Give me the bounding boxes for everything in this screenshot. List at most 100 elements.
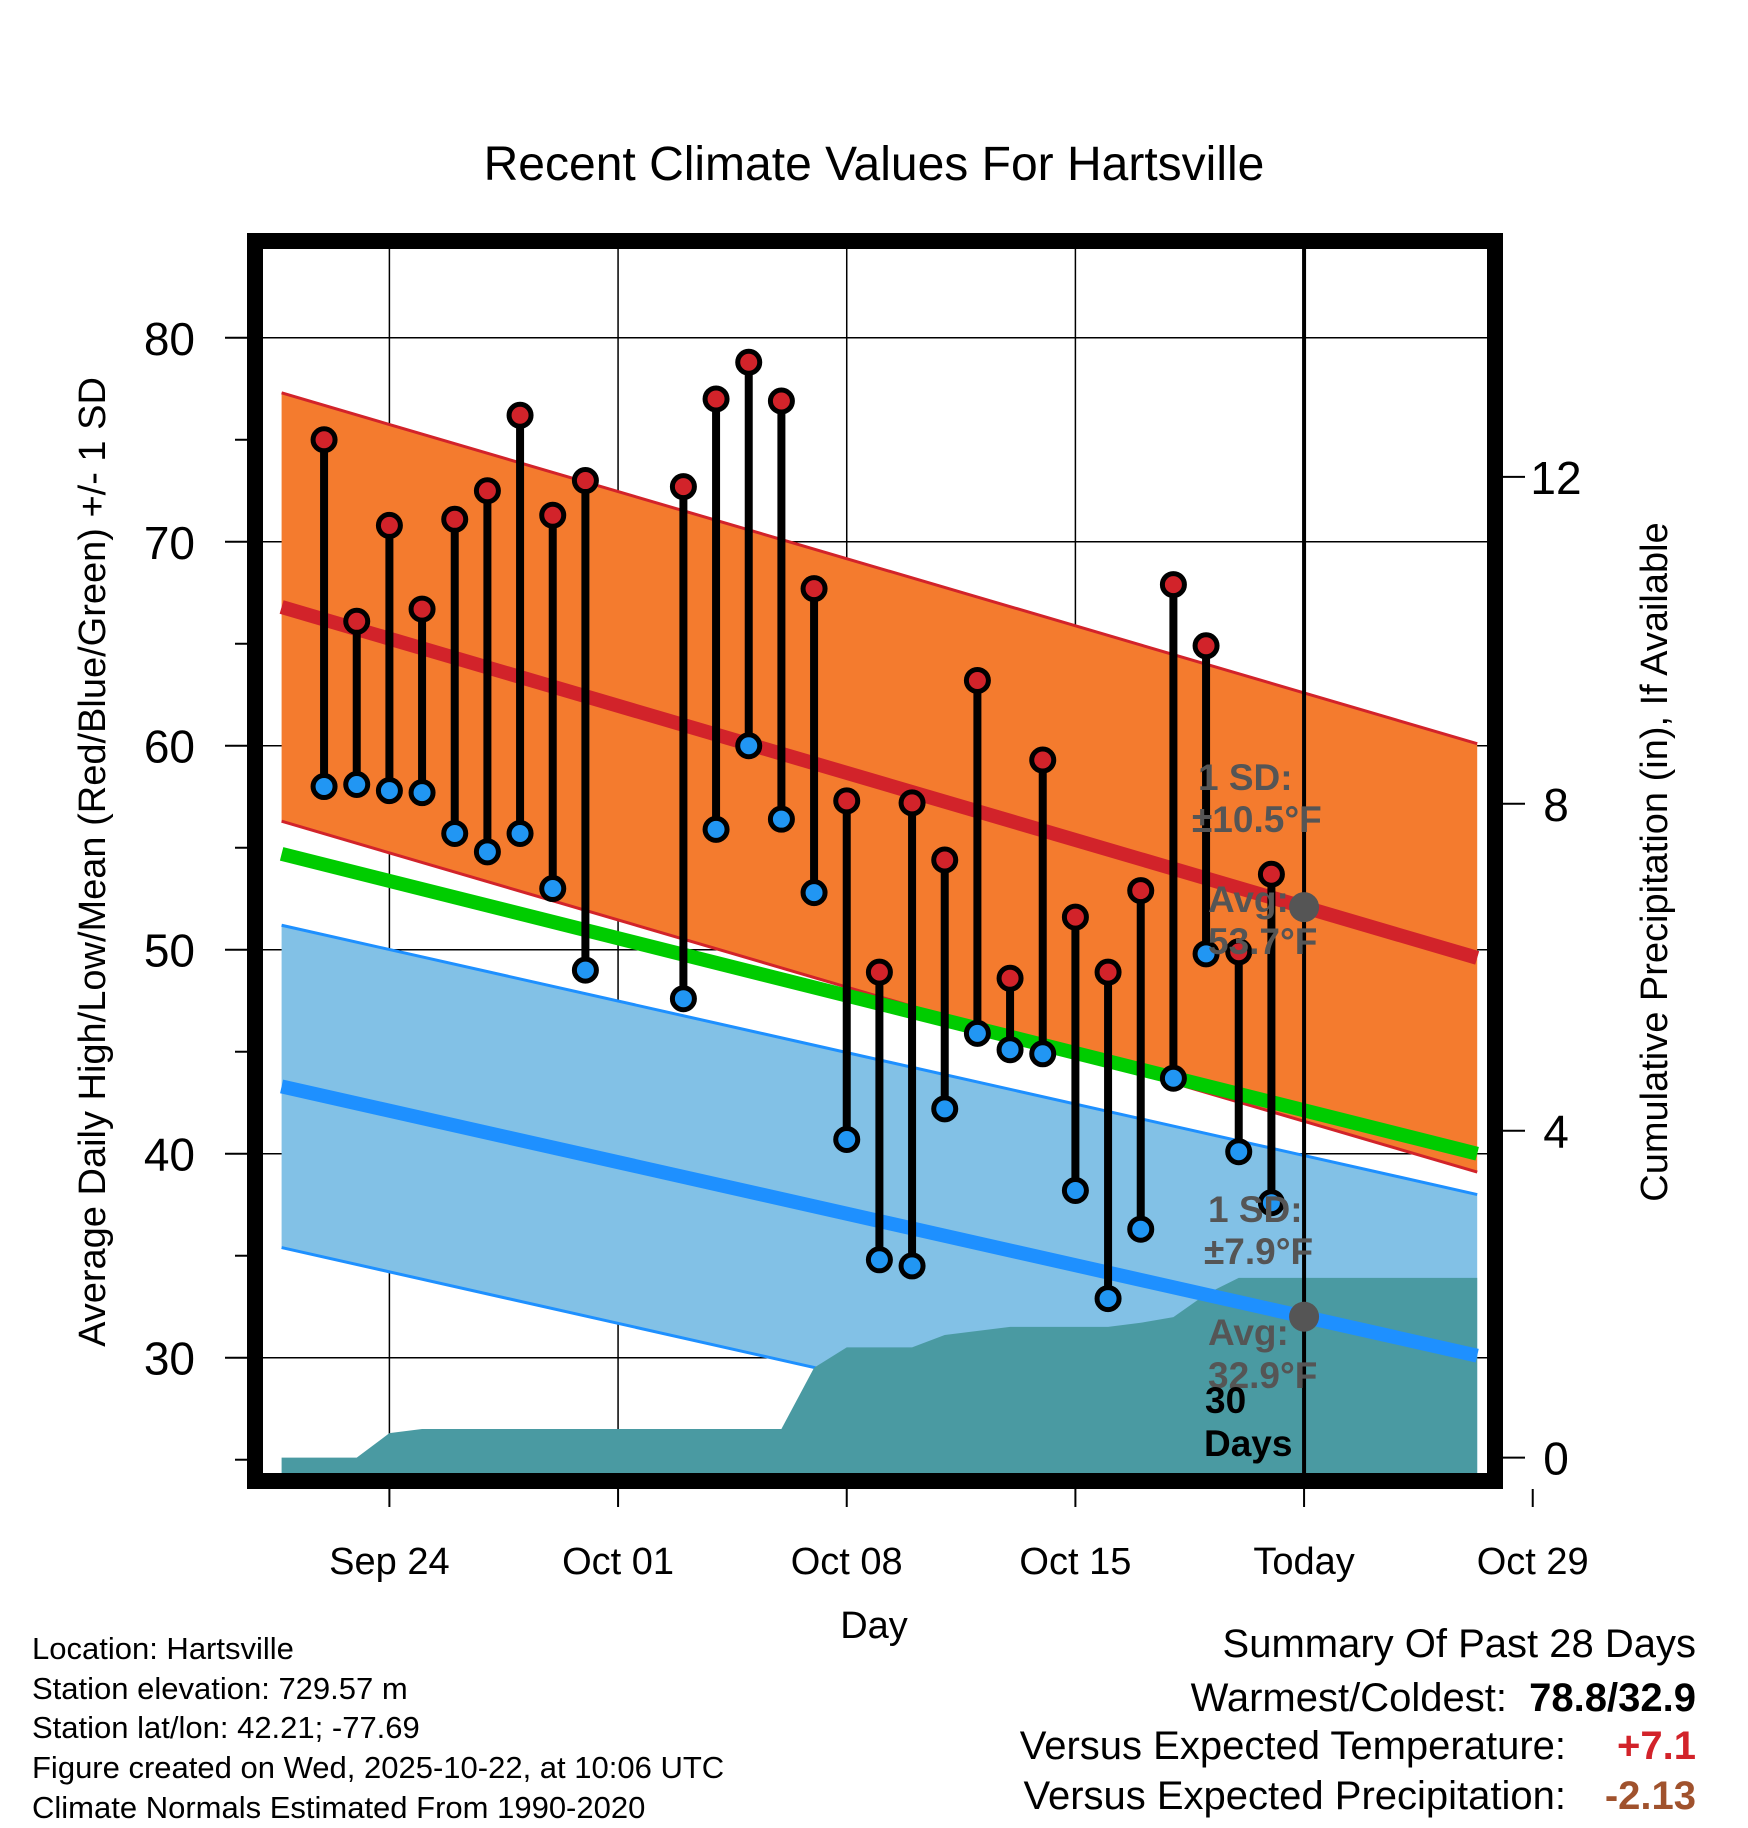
low-dot xyxy=(343,771,371,799)
high-dot xyxy=(833,787,861,815)
high-dot xyxy=(865,958,893,986)
low-dot xyxy=(865,1246,893,1274)
low-dot xyxy=(408,779,436,807)
high-dot xyxy=(931,846,959,874)
precip-label: Versus Expected Precipitation: xyxy=(1023,1774,1566,1818)
x-tick-label: Today xyxy=(1253,1541,1354,1583)
high-dot xyxy=(963,666,991,694)
window-number: 30 xyxy=(1205,1380,1246,1421)
high-dot xyxy=(1257,860,1285,888)
high-dot xyxy=(1061,903,1089,931)
low-dot xyxy=(735,732,763,760)
info-elevation: Station elevation: 729.57 m xyxy=(32,1671,408,1706)
low-dot xyxy=(996,1036,1024,1064)
low-dot xyxy=(1061,1176,1089,1204)
low-dot xyxy=(310,773,338,801)
low-dot xyxy=(963,1019,991,1047)
window-unit: Days xyxy=(1204,1423,1292,1464)
y-tick-label: 60 xyxy=(144,721,195,773)
high-avg-marker xyxy=(1289,892,1320,923)
warm-cold-value: 78.8/32.9 xyxy=(1529,1676,1696,1720)
x-tick-label: Oct 08 xyxy=(791,1541,903,1583)
high-dot xyxy=(735,348,763,376)
low-dot xyxy=(669,985,697,1013)
temp-label: Versus Expected Temperature: xyxy=(1019,1724,1566,1768)
low-dot xyxy=(539,875,567,903)
high-normal-line xyxy=(279,600,1480,965)
y-tick-label: 50 xyxy=(144,925,195,977)
axis-ticks xyxy=(225,336,1534,1507)
y2-tick-label: 12 xyxy=(1530,452,1581,504)
high-avg-label: Avg: xyxy=(1208,879,1289,920)
x-tick-label: Oct 29 xyxy=(1477,1541,1589,1583)
y-tick-label: 40 xyxy=(144,1129,195,1181)
high-dot xyxy=(1225,938,1253,966)
temp-value: +7.1 xyxy=(1617,1724,1696,1768)
low-sd-label: 1 SD: xyxy=(1208,1189,1303,1230)
summary-warm-cold: Warmest/Coldest: 78.8/32.9 xyxy=(1191,1678,1696,1718)
high-dot xyxy=(996,964,1024,992)
low-dot xyxy=(898,1252,926,1280)
high-dot xyxy=(800,575,828,603)
high-dot xyxy=(1159,571,1187,599)
low-avg-marker xyxy=(1289,1301,1320,1332)
y-tick-labels: 30 40 50 60 70 80 xyxy=(144,313,195,1385)
info-latlon: Station lat/lon: 42.21; -77.69 xyxy=(32,1710,420,1745)
x-tick-label: Oct 15 xyxy=(1019,1541,1131,1583)
low-dot xyxy=(571,956,599,984)
y-axis-label: Average Daily High/Low/Mean (Red/Blue/Gr… xyxy=(72,377,114,1347)
summary-title: Summary Of Past 28 Days xyxy=(1222,1622,1696,1666)
x-tick-label: Oct 01 xyxy=(562,1541,674,1583)
low-dot xyxy=(1094,1285,1122,1313)
y2-tick-label: 0 xyxy=(1543,1433,1569,1485)
high-dot xyxy=(1094,958,1122,986)
high-sd-label: 1 SD: xyxy=(1198,757,1293,798)
high-dot xyxy=(898,789,926,817)
y2-tick-label: 8 xyxy=(1543,779,1569,831)
annotations: 1 SD: ±10.5°F Avg: 53.7°F 1 SD: ±7.9°F A… xyxy=(1192,757,1322,1464)
low-dot xyxy=(473,838,501,866)
low-avg-value: 32.9°F xyxy=(1208,1355,1317,1396)
low-dot xyxy=(1192,940,1220,968)
high-sd-value: ±10.5°F xyxy=(1192,799,1322,840)
low-dot xyxy=(1225,1138,1253,1166)
low-dot xyxy=(702,815,730,843)
high-dot xyxy=(702,385,730,413)
x-tick-label: Sep 24 xyxy=(329,1541,449,1583)
x-tick-labels: Sep 24 Oct 01 Oct 08 Oct 15 Today Oct 29 xyxy=(329,1541,1589,1583)
low-dot xyxy=(767,805,795,833)
y-tick-label: 80 xyxy=(144,313,195,365)
y2-tick-label: 4 xyxy=(1543,1106,1569,1158)
info-normals: Climate Normals Estimated From 1990-2020 xyxy=(32,1790,646,1825)
low-dot xyxy=(441,819,469,847)
high-dot xyxy=(375,511,403,539)
info-location: Location: Hartsville xyxy=(32,1631,294,1666)
high-dot xyxy=(767,387,795,415)
high-dot xyxy=(441,505,469,533)
daily-dots xyxy=(310,348,1285,1313)
high-dot xyxy=(1127,877,1155,905)
high-dot xyxy=(539,501,567,529)
high-dot xyxy=(1029,746,1057,774)
y-tick-label: 70 xyxy=(144,517,195,569)
high-dot xyxy=(506,401,534,429)
low-dot xyxy=(506,819,534,847)
y2-axis-label: Cumulative Precipitation (in), If Availa… xyxy=(1634,522,1676,1201)
high-dot xyxy=(669,473,697,501)
precipitation-area xyxy=(281,1277,1478,1474)
low-avg-label: Avg: xyxy=(1208,1312,1289,1353)
low-dot xyxy=(375,777,403,805)
low-dot xyxy=(1127,1215,1155,1243)
precip-value: -2.13 xyxy=(1604,1774,1696,1818)
low-dot xyxy=(833,1125,861,1153)
summary-temp: Versus Expected Temperature: +7.1 xyxy=(1020,1726,1696,1766)
plot-frame xyxy=(247,233,1503,1489)
x-axis-label: Day xyxy=(840,1605,908,1647)
low-dot xyxy=(800,879,828,907)
low-dot xyxy=(931,1095,959,1123)
high-dot xyxy=(343,607,371,635)
low-dot xyxy=(1029,1040,1057,1068)
y2-tick-labels: 0 4 8 12 xyxy=(1530,452,1581,1485)
high-dot xyxy=(310,426,338,454)
